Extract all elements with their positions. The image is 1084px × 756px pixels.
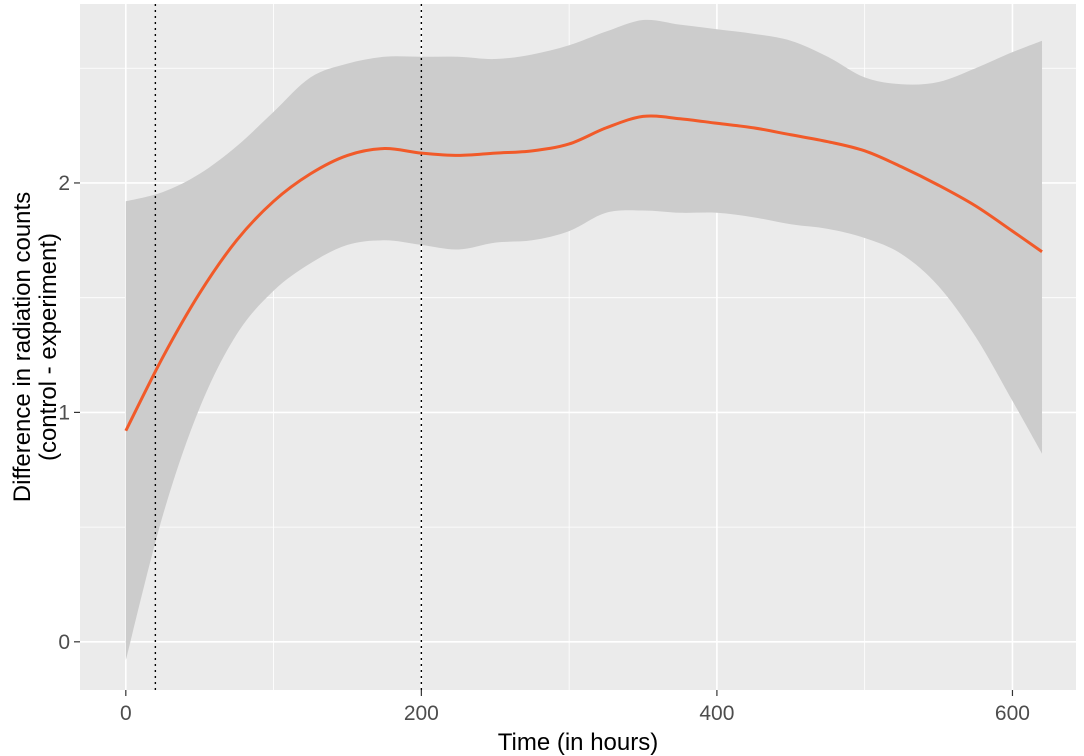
x-tick-label: 600 [995,702,1030,725]
y-axis-title-line-1: Difference in radiation counts [9,192,36,502]
y-axis-title: Difference in radiation counts (control … [9,192,62,502]
x-tick-label: 0 [120,702,132,725]
reference-lines [154,4,423,690]
x-axis-title: Time (in hours) [498,729,658,756]
y-tick-label: 1 [58,401,70,424]
y-axis: 0 1 2 [58,172,80,654]
fit-line [124,114,1043,432]
y-tick-label: 2 [58,172,70,195]
x-axis: 0 200 400 600 [120,690,1030,725]
x-tick-label: 400 [699,702,734,725]
confidence-band [125,19,1043,661]
x-tick-label: 200 [404,702,439,725]
y-axis-title-line-2: (control - experiment) [35,233,62,461]
y-tick-label: 0 [58,631,70,654]
